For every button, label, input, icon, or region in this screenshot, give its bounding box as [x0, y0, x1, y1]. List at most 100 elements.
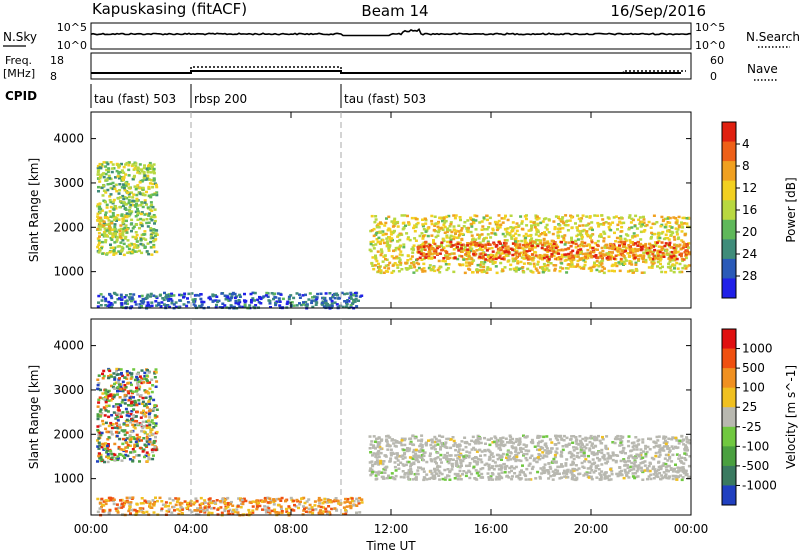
heatmap-cell — [622, 447, 626, 450]
heatmap-cell — [645, 467, 649, 470]
heatmap-cell — [100, 458, 104, 461]
heatmap-cell — [127, 399, 131, 402]
heatmap-cell — [516, 243, 520, 247]
heatmap-cell — [495, 256, 499, 259]
heatmap-cell — [614, 262, 618, 265]
heatmap-cell — [97, 225, 101, 228]
heatmap-cell — [234, 299, 238, 303]
heatmap-cell — [385, 476, 389, 480]
heatmap-cell — [132, 293, 136, 296]
heatmap-cell — [457, 234, 461, 237]
heatmap-cell — [440, 248, 444, 252]
heatmap-cell — [526, 262, 530, 265]
heatmap-cell — [121, 442, 125, 446]
heatmap-cell — [111, 202, 115, 205]
heatmap-cell — [200, 303, 204, 306]
heatmap-cell — [324, 292, 328, 295]
heatmap-cell — [392, 269, 396, 273]
heatmap-cell — [163, 505, 167, 508]
heatmap-cell — [275, 497, 279, 501]
heatmap-cell — [588, 471, 592, 474]
heatmap-cell — [102, 230, 106, 234]
heatmap-cell — [637, 218, 641, 222]
heatmap-cell — [422, 451, 426, 455]
heatmap-cell — [545, 259, 549, 262]
heatmap-cell — [127, 186, 131, 190]
heatmap-cell — [152, 440, 156, 443]
heatmap-cell — [411, 450, 415, 454]
heatmap-cell — [688, 455, 692, 458]
heatmap-cell — [629, 241, 633, 244]
heatmap-cell — [226, 496, 230, 500]
heatmap-cell — [125, 431, 129, 434]
heatmap-cell — [391, 231, 395, 235]
heatmap-cell — [538, 240, 542, 243]
heatmap-cell — [117, 171, 121, 174]
heatmap-cell — [207, 505, 211, 509]
heatmap-cell — [626, 252, 630, 255]
heatmap-cell — [137, 388, 141, 391]
heatmap-cell — [666, 253, 670, 256]
heatmap-cell — [316, 292, 320, 296]
heatmap-cell — [550, 244, 554, 247]
heatmap-cell — [131, 243, 134, 246]
heatmap-cell — [430, 222, 434, 226]
heatmap-cell — [578, 251, 582, 254]
heatmap-cell — [120, 162, 123, 166]
heatmap-cell — [139, 239, 143, 242]
heatmap-cell — [568, 219, 572, 222]
heatmap-cell — [684, 254, 688, 257]
heatmap-cell — [152, 243, 156, 247]
heatmap-cell — [451, 465, 454, 468]
heatmap-cell — [601, 438, 605, 441]
heatmap-cell — [150, 301, 154, 304]
heatmap-cell — [158, 496, 162, 500]
heatmap-cell — [193, 304, 197, 308]
heatmap-cell — [656, 252, 660, 256]
heatmap-cell — [135, 197, 139, 201]
heatmap-cell — [557, 256, 561, 259]
heatmap-cell — [153, 182, 157, 185]
heatmap-cell — [609, 228, 613, 232]
heatmap-cell — [660, 215, 664, 219]
heatmap-cell — [152, 454, 155, 457]
heatmap-cell — [536, 230, 540, 234]
heatmap-cell — [374, 455, 378, 458]
heatmap-cell — [446, 468, 450, 471]
heatmap-cell — [143, 404, 147, 408]
heatmap-cell — [506, 227, 510, 230]
heatmap-cell — [357, 502, 361, 505]
heatmap-cell — [377, 262, 380, 266]
heatmap-cell — [634, 268, 638, 272]
heatmap-cell — [139, 221, 143, 225]
heatmap-cell — [121, 230, 125, 233]
heatmap-cell — [520, 220, 524, 223]
heatmap-cell — [666, 236, 670, 240]
heatmap-cell — [631, 251, 635, 254]
heatmap-cell — [183, 500, 187, 503]
heatmap-cell — [525, 444, 529, 447]
heatmap-cell — [427, 257, 431, 260]
heatmap-cell — [375, 238, 379, 241]
heatmap-cell — [443, 445, 447, 448]
heatmap-cell — [497, 219, 501, 223]
heatmap-cell — [671, 263, 675, 266]
heatmap-cell — [155, 380, 159, 383]
heatmap-cell — [433, 269, 437, 273]
heatmap-cell — [602, 271, 606, 275]
heatmap-cell — [125, 423, 129, 427]
heatmap-cell — [274, 302, 278, 305]
heatmap-cell — [345, 292, 349, 295]
heatmap-cell — [642, 254, 646, 257]
heatmap-cell — [117, 166, 121, 169]
heatmap-cell — [479, 246, 482, 250]
heatmap-cell — [611, 221, 615, 224]
heatmap-cell — [491, 229, 495, 232]
frequency-panel: Freq. [MHz] 18 8 60 0 Nave — [3, 52, 778, 83]
heatmap-cell — [512, 234, 516, 237]
heatmap-cell — [670, 445, 674, 448]
heatmap-cell — [455, 473, 459, 476]
heatmap-cell — [96, 428, 100, 432]
heatmap-cell — [131, 418, 134, 422]
heatmap-cell — [155, 193, 159, 197]
